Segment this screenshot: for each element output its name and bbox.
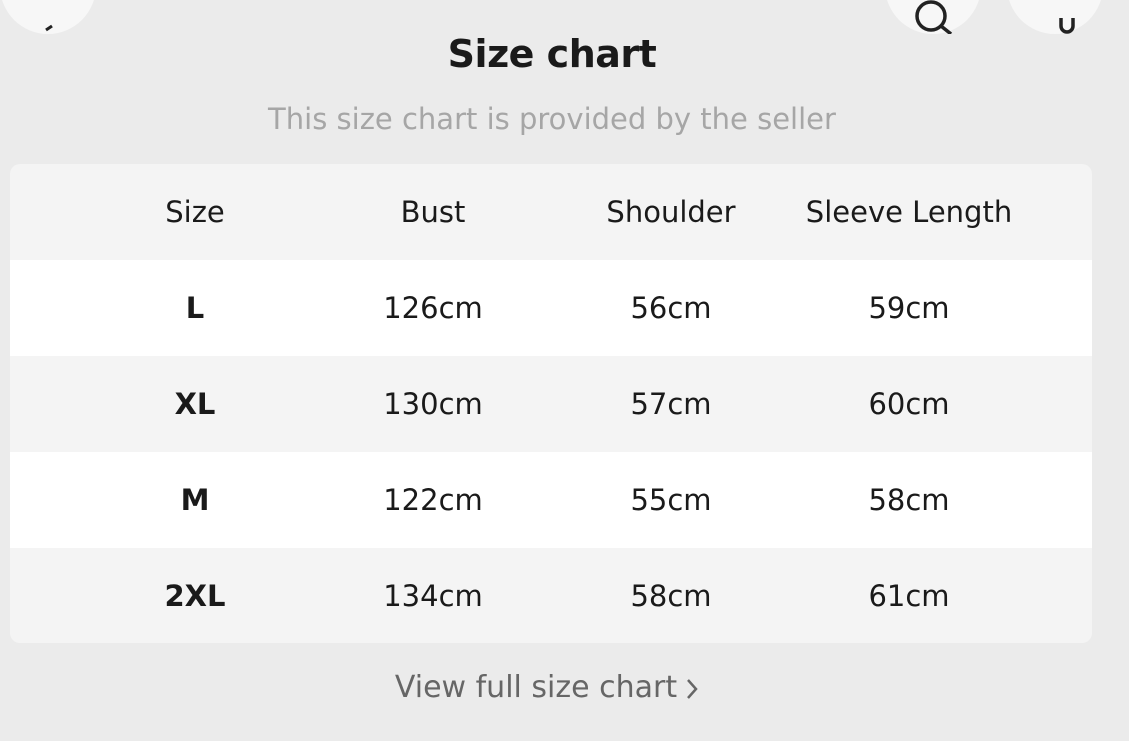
view-full-size-chart-link[interactable]: View full size chart [0, 670, 1094, 705]
table-row: L 126cm 56cm 59cm [10, 260, 1092, 356]
sleeve-length-cell: 60cm [868, 387, 950, 421]
bust-cell: 134cm [383, 579, 483, 613]
shoulder-cell: 55cm [630, 483, 712, 517]
column-header: Bust [400, 195, 466, 229]
bag-icon [1059, 18, 1075, 34]
search-icon [915, 0, 953, 34]
table-header-row: Size Bust Shoulder Sleeve Length [10, 164, 1092, 260]
shoulder-cell: 57cm [630, 387, 712, 421]
bust-cell: 122cm [383, 483, 483, 517]
table-row: M 122cm 55cm 58cm [10, 452, 1092, 548]
search-button[interactable] [885, 0, 981, 34]
back-button[interactable] [0, 0, 96, 34]
sleeve-length-cell: 61cm [868, 579, 950, 613]
chevron-right-icon [687, 678, 698, 699]
page-subtitle: This size chart is provided by the selle… [268, 102, 836, 136]
shoulder-cell: 58cm [630, 579, 712, 613]
view-full-size-chart-label: View full size chart [394, 670, 678, 705]
size-cell: XL [174, 387, 216, 421]
size-cell: M [180, 483, 210, 517]
bust-cell: 126cm [383, 291, 483, 325]
bust-cell: 130cm [383, 387, 483, 421]
column-header: Shoulder [606, 195, 736, 229]
size-table: Size Bust Shoulder Sleeve Length L 126cm… [10, 164, 1092, 643]
table-row: 2XL 134cm 58cm 61cm [10, 548, 1092, 643]
shoulder-cell: 56cm [630, 291, 712, 325]
size-cell: L [185, 291, 205, 325]
column-header: Size [165, 195, 225, 229]
sleeve-length-cell: 58cm [868, 483, 950, 517]
table-row: XL 130cm 57cm 60cm [10, 356, 1092, 452]
bag-button[interactable] [1007, 0, 1103, 34]
sleeve-length-cell: 59cm [868, 291, 950, 325]
back-icon [45, 24, 53, 32]
page-title: Size chart [447, 32, 657, 76]
size-cell: 2XL [164, 579, 226, 613]
column-header: Sleeve Length [805, 195, 1013, 229]
